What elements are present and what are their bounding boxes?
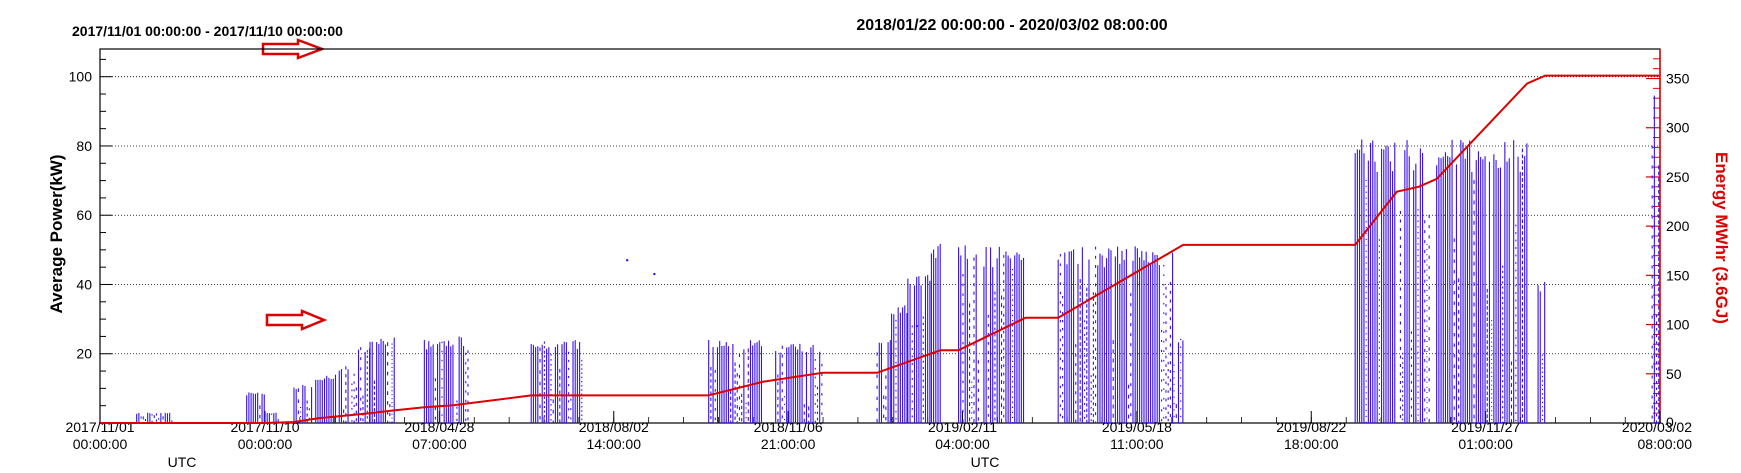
x-tick-time: 21:00:00 xyxy=(761,436,816,452)
power-segment xyxy=(136,412,173,423)
x-tick-time: 07:00:00 xyxy=(412,436,467,452)
y2-tick-label: 350 xyxy=(1666,71,1690,87)
power-segment xyxy=(423,339,454,423)
left-x-axis-label: UTC xyxy=(168,454,197,470)
y2-tick-label: 250 xyxy=(1666,169,1690,185)
x-tick-date: 2018/08/02 xyxy=(579,419,649,435)
power-segment xyxy=(1436,139,1528,423)
power-segment xyxy=(293,384,313,423)
x-tick-date: 2020/03/02 xyxy=(1622,419,1692,435)
power-outlier-point xyxy=(625,259,629,262)
y2-tick-label: 150 xyxy=(1666,267,1690,283)
power-segment xyxy=(1651,95,1660,423)
power-segment xyxy=(1537,281,1546,423)
y2-zero-label: 0 xyxy=(1666,414,1674,430)
plot-area: 20 40 60 80 100 50 100 150 200 250 300 350 0 2017/11/… xyxy=(65,48,1693,452)
y-tick-label: 40 xyxy=(76,276,92,292)
y-tick-label: 100 xyxy=(69,69,93,85)
y-tick-label: 20 xyxy=(76,346,92,362)
power-segment xyxy=(456,336,469,423)
x-tick-time: 00:00:00 xyxy=(238,436,293,452)
power-segment xyxy=(315,374,337,423)
x-tick-time: 18:00:00 xyxy=(1284,436,1339,452)
power-segment xyxy=(338,366,349,423)
x-tick-time: 04:00:00 xyxy=(935,436,990,452)
power-segment xyxy=(1419,148,1430,423)
y2-tick-label: 100 xyxy=(1666,317,1690,333)
power-segment xyxy=(246,392,265,423)
right-x-axis-label: UTC xyxy=(971,454,1000,470)
y2-axis-label: Energy MWhr (3.6GJ) xyxy=(1712,152,1731,324)
y2-tick-label: 200 xyxy=(1666,218,1690,234)
y-tick-label: 60 xyxy=(76,207,92,223)
power-segment xyxy=(775,343,823,423)
power-segment xyxy=(369,337,395,423)
power-segment xyxy=(907,275,931,423)
x-tick-date: 2017/11/01 xyxy=(65,419,134,435)
y2-tick-label: 300 xyxy=(1666,120,1690,136)
x-tick-date: 2018/04/28 xyxy=(404,419,474,435)
power-segment xyxy=(1354,139,1396,423)
power-outlier-point xyxy=(915,324,919,328)
right-panel-title: 2018/01/22 00:00:00 - 2020/03/02 08:00:0… xyxy=(856,17,1167,34)
power-outlier-point xyxy=(653,272,656,276)
x-tick-date: 2018/11/06 xyxy=(754,419,823,435)
power-segment xyxy=(1399,140,1419,423)
energy-line xyxy=(100,74,1660,424)
power-segment xyxy=(958,245,979,423)
x-tick-time: 00:00:00 xyxy=(73,436,128,452)
power-segment xyxy=(876,340,891,423)
power-segment xyxy=(264,412,279,423)
y-tick-label: 80 xyxy=(76,138,92,154)
x-tick-time: 01:00:00 xyxy=(1458,436,1513,452)
power-segment xyxy=(708,340,763,423)
power-segment xyxy=(930,243,941,423)
y2-tick-label: 50 xyxy=(1666,366,1682,382)
x-tick-time: 08:00:00 xyxy=(1638,436,1693,452)
power-segment xyxy=(983,246,1025,423)
y-axis-label: Average Power(kW) xyxy=(47,154,66,313)
annotation-arrow-bottom xyxy=(265,309,328,331)
x-tick-date: 2019/08/22 xyxy=(1276,419,1346,435)
power-segment xyxy=(1173,338,1184,423)
x-tick-time: 11:00:00 xyxy=(1110,436,1164,452)
x-tick-time: 14:00:00 xyxy=(586,436,641,452)
power-segment xyxy=(530,340,583,423)
left-panel-title: 2017/11/01 00:00:00 - 2017/11/10 00:00:0… xyxy=(72,23,343,39)
x-tick-date: 2019/02/11 xyxy=(928,419,997,435)
